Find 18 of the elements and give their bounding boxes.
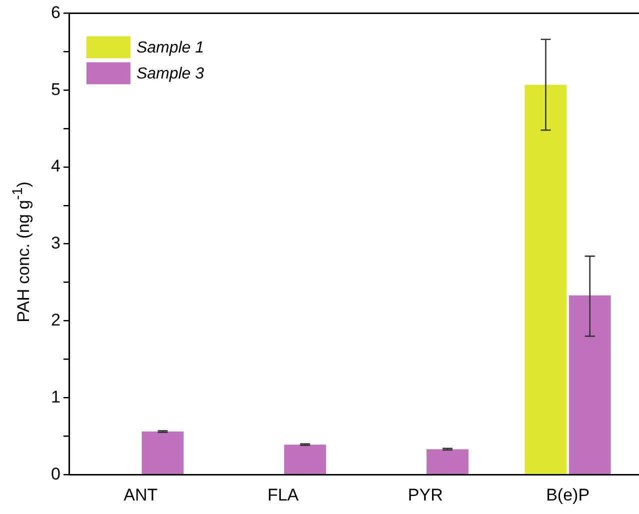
y-tick-label: 3 [50, 234, 60, 253]
y-tick-label: 2 [50, 310, 60, 330]
legend-label: Sample 1 [136, 40, 204, 57]
x-tick-label: B(e)P [546, 485, 590, 504]
y-tick-label: 1 [50, 387, 60, 406]
y-tick-label: 0 [50, 464, 60, 484]
x-tick-label: ANT [124, 485, 158, 504]
bar [524, 84, 567, 474]
y-tick-label: 6 [50, 2, 60, 22]
bar [568, 295, 611, 474]
x-tick-label: PYR [408, 485, 443, 504]
bar [284, 444, 326, 474]
bar [142, 432, 184, 474]
bar [426, 449, 468, 474]
legend-label: Sample 3 [136, 66, 204, 83]
y-tick-label: 4 [50, 156, 60, 176]
y-tick-label: 5 [50, 80, 60, 99]
x-tick-label: FLA [267, 485, 300, 504]
